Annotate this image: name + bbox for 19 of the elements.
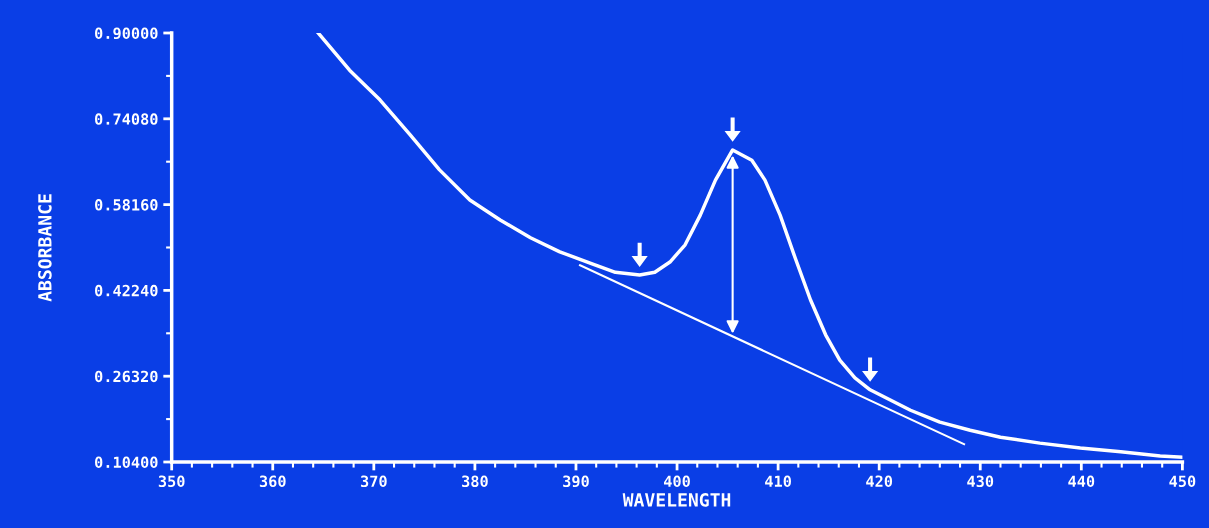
x-tick-label: 360 <box>259 475 286 488</box>
x-tick-label: 380 <box>462 475 488 488</box>
y-tick-label: 0.58160 <box>95 199 158 211</box>
x-tick-label: 400 <box>664 475 690 488</box>
x-tick-label: 410 <box>765 475 791 488</box>
x-tick-label: 390 <box>563 475 589 488</box>
y-tick-label: 0.90000 <box>95 27 158 40</box>
y-tick-label: 0.10400 <box>95 456 158 469</box>
y-tick-label: 0.74080 <box>95 113 158 125</box>
y-axis-title: ABSORBANCE <box>38 194 52 302</box>
x-tick-label: 420 <box>866 475 893 488</box>
x-tick-label: 370 <box>360 475 387 488</box>
x-tick-label: 450 <box>1169 475 1196 488</box>
x-tick-label: 430 <box>967 475 994 488</box>
y-tick-label: 0.42240 <box>95 284 158 297</box>
x-tick-label: 440 <box>1068 475 1095 488</box>
y-tick-label: 0.26320 <box>95 370 158 383</box>
x-axis-title: WAVELENGTH <box>622 493 731 507</box>
x-tick-label: 350 <box>158 475 185 488</box>
